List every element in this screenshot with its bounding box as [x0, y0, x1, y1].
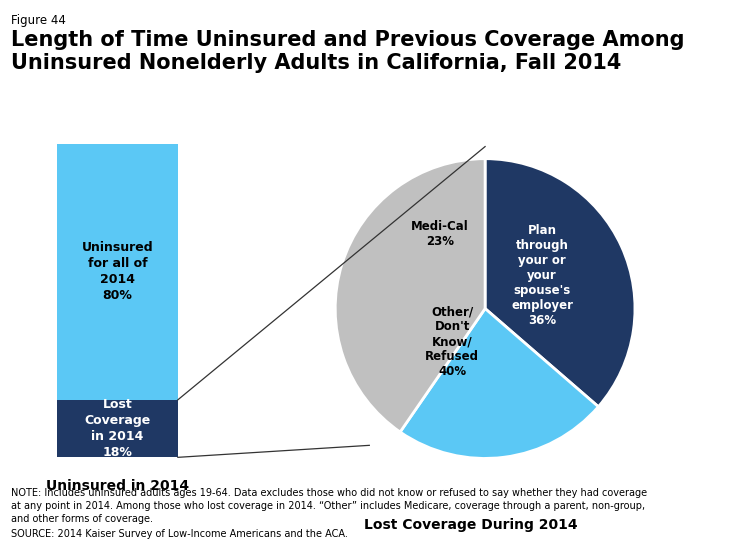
Text: Plan
through
your or
your
spouse's
employer
36%: Plan through your or your spouse's emplo… [511, 224, 573, 327]
Text: Lost Coverage During 2014: Lost Coverage During 2014 [364, 518, 577, 532]
Text: FOUNDATION: FOUNDATION [650, 536, 702, 542]
Text: SOURCE: 2014 Kaiser Survey of Low-Income Americans and the ACA.: SOURCE: 2014 Kaiser Survey of Low-Income… [11, 529, 348, 539]
Text: NOTE: Includes uninsured adults ages 19-64. Data excludes those who did not know: NOTE: Includes uninsured adults ages 19-… [11, 488, 647, 524]
Text: Medi-Cal
23%: Medi-Cal 23% [412, 220, 469, 247]
Text: Length of Time Uninsured and Previous Coverage Among
Uninsured Nonelderly Adults: Length of Time Uninsured and Previous Co… [11, 30, 684, 73]
Text: Lost
Coverage
in 2014
18%: Lost Coverage in 2014 18% [85, 398, 151, 459]
Text: Figure 44: Figure 44 [11, 14, 66, 27]
Bar [57, 144, 178, 400]
Wedge shape [400, 309, 598, 458]
Wedge shape [335, 159, 485, 432]
Text: KAISER: KAISER [653, 512, 698, 522]
Bar [57, 400, 178, 457]
Text: FAMILY: FAMILY [657, 523, 695, 534]
Wedge shape [485, 159, 635, 407]
Text: THE HENRY J.: THE HENRY J. [656, 500, 695, 505]
Text: Other/
Don't
Know/
Refused
40%: Other/ Don't Know/ Refused 40% [425, 305, 479, 378]
Text: Uninsured in 2014: Uninsured in 2014 [46, 479, 189, 493]
Text: Uninsured
for all of
2014
80%: Uninsured for all of 2014 80% [82, 241, 154, 302]
